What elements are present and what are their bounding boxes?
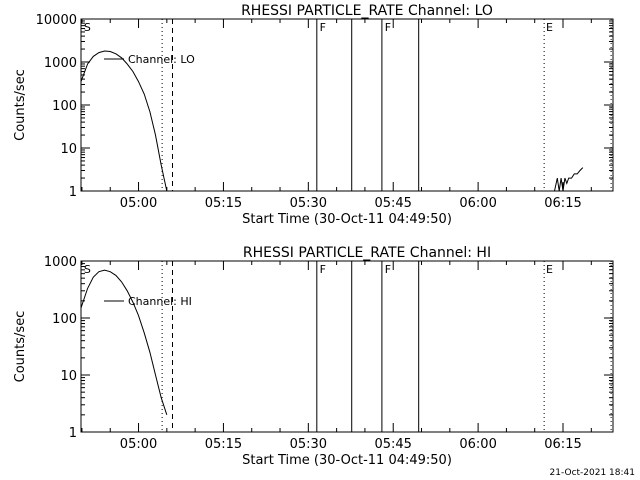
y-tick-label: 100 xyxy=(52,312,77,327)
panel-hi: RHESSI PARTICLE_RATE Channel: HI 05:00 05:… xyxy=(13,245,614,468)
y-axis-label: Counts/sec xyxy=(13,69,28,141)
y-tick-label: 10 xyxy=(60,142,77,157)
y-tick-label: 1 xyxy=(69,426,77,441)
x-axis-label: Start Time (30-Oct-11 04:49:50) xyxy=(242,453,452,468)
x-tick-label: 05:00 xyxy=(120,196,157,211)
x-tick-label: 06:00 xyxy=(459,196,496,211)
y-tick-label: 1000 xyxy=(44,255,77,270)
y-tick-label: 100 xyxy=(52,99,77,114)
series-group xyxy=(81,269,168,415)
y-axis-label: Counts/sec xyxy=(13,311,28,383)
y-tick-label: 1 xyxy=(69,185,77,200)
event-marker-label: E xyxy=(546,263,553,276)
legend-label: Channel: HI xyxy=(128,295,192,308)
series-line-0 xyxy=(81,269,168,415)
x-tick-label: 05:00 xyxy=(120,437,157,452)
plot-frame xyxy=(80,260,614,433)
event-marker-label: F xyxy=(385,263,391,276)
series-line-0 xyxy=(81,50,168,191)
x-tick-label: 05:45 xyxy=(374,437,411,452)
x-tick-label: 06:00 xyxy=(459,437,496,452)
event-marker-label: S xyxy=(84,21,91,34)
series-line-1 xyxy=(554,167,584,191)
x-tick-label: 06:15 xyxy=(544,437,581,452)
x-axis-label: Start Time (30-Oct-11 04:49:50) xyxy=(242,212,452,227)
legend-label: Channel: LO xyxy=(128,53,195,66)
x-tick-label: 05:30 xyxy=(290,196,327,211)
chart-title: RHESSI PARTICLE_RATE Channel: HI xyxy=(243,245,491,261)
x-tick-label: 05:30 xyxy=(290,437,327,452)
event-marker-label: F xyxy=(320,21,326,34)
x-tick-label: 05:15 xyxy=(205,437,242,452)
x-tick-label: 05:15 xyxy=(205,196,242,211)
y-tick-label: 1000 xyxy=(44,56,77,71)
y-tick-label: 10 xyxy=(60,369,77,384)
x-tick-label: 05:45 xyxy=(374,196,411,211)
event-marker-label: E xyxy=(546,21,553,34)
x-tick-label: 06:15 xyxy=(544,196,581,211)
event-marker-label: F xyxy=(320,263,326,276)
panel-lo: RHESSI PARTICLE_RATE Channel: LO 05:00 05:… xyxy=(13,3,614,227)
event-marker-label: F xyxy=(385,21,391,34)
footer-timestamp: 21-Oct-2021 18:41 xyxy=(550,468,635,478)
chart-title: RHESSI PARTICLE_RATE Channel: LO xyxy=(241,3,493,19)
series-group xyxy=(81,50,584,191)
y-tick-label: 10000 xyxy=(36,13,77,28)
event-marker-label: S xyxy=(84,263,91,276)
